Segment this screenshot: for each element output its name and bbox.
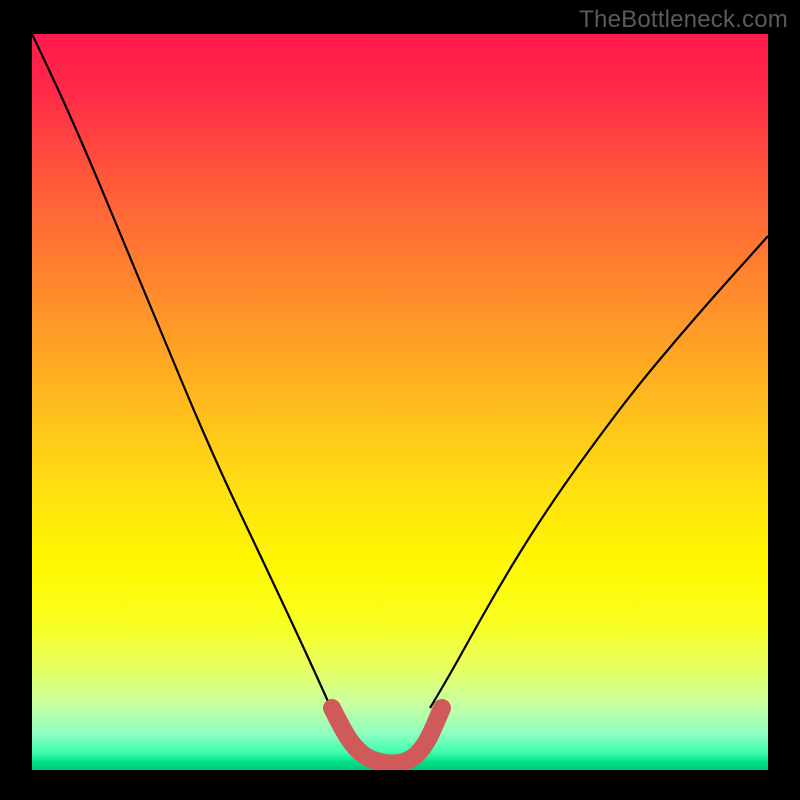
left-curve	[32, 34, 330, 706]
bottom-highlight-segment	[332, 708, 442, 764]
plot-area	[32, 34, 768, 770]
right-curve	[430, 236, 768, 708]
watermark-text: TheBottleneck.com	[579, 6, 788, 34]
chart-frame: TheBottleneck.com	[0, 0, 800, 800]
chart-lines	[32, 34, 768, 770]
